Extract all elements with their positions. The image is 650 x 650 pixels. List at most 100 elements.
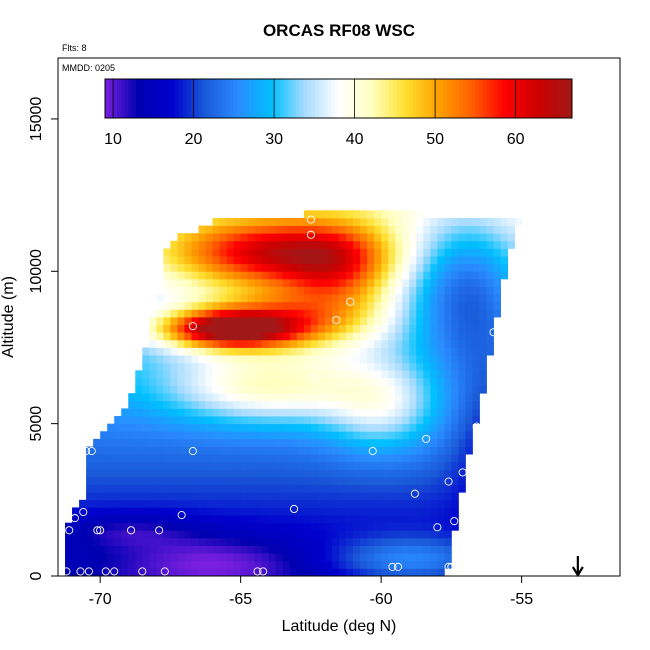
field-cell [423, 240, 431, 249]
field-cell [339, 263, 347, 272]
field-cell [346, 339, 354, 348]
field-cell [402, 416, 410, 425]
field-cell [282, 377, 291, 386]
field-cell [310, 507, 319, 516]
colorbar-swatch [295, 79, 300, 118]
field-cell [430, 370, 438, 379]
field-cell [486, 248, 494, 257]
field-cell [177, 408, 185, 417]
field-cell [282, 301, 291, 310]
colorbar-swatch [536, 79, 542, 118]
field-cell [156, 545, 164, 554]
field-cell [177, 332, 185, 341]
field-cell [303, 324, 312, 333]
field-cell [282, 393, 291, 402]
field-cell [437, 309, 445, 318]
field-cell [289, 301, 298, 310]
field-cell [268, 324, 277, 333]
field-cell [303, 332, 312, 341]
field-cell [317, 530, 326, 539]
observation-point [84, 567, 93, 576]
field-cell [163, 438, 171, 447]
colorbar-swatch [540, 79, 546, 118]
field-cell [170, 240, 178, 249]
field-cell [374, 492, 382, 501]
field-cell [451, 454, 459, 463]
field-cell [282, 385, 291, 394]
field-cell [409, 476, 417, 485]
colorbar-swatch [361, 79, 367, 118]
field-cell [324, 377, 333, 386]
field-cell [324, 515, 333, 524]
field-cell [219, 522, 227, 531]
field-cell [114, 553, 122, 562]
field-cell [184, 492, 192, 501]
field-cell [317, 370, 326, 379]
field-cell [416, 530, 424, 539]
field-cell [107, 553, 115, 562]
field-cell [261, 370, 270, 379]
field-cell [360, 225, 368, 234]
field-cell [331, 454, 340, 463]
observation-point [309, 373, 318, 382]
field-cell [296, 454, 305, 463]
field-cell [177, 553, 185, 562]
field-cell [275, 217, 284, 226]
field-cell [458, 484, 466, 493]
field-cell [409, 385, 417, 394]
field-cell [296, 408, 305, 417]
field-cell [107, 545, 115, 554]
field-cell [353, 484, 361, 493]
field-cell [163, 530, 171, 539]
field-cell [191, 515, 199, 524]
field-cell [317, 416, 326, 425]
field-cell [212, 446, 220, 455]
field-cell [437, 469, 445, 478]
field-cell [247, 568, 256, 577]
field-cell [149, 438, 157, 447]
field-cell [296, 317, 305, 326]
field-cell [374, 393, 382, 402]
field-cell [458, 370, 466, 379]
colorbar-swatch [548, 79, 553, 118]
field-cell [423, 271, 431, 280]
field-cell [381, 324, 389, 333]
field-cell [324, 301, 333, 310]
field-cell [367, 309, 375, 318]
field-cell [324, 423, 333, 432]
field-cell [374, 560, 382, 569]
field-cell [247, 309, 256, 318]
field-cell [156, 507, 164, 516]
field-cell [191, 377, 199, 386]
field-cell [381, 286, 389, 295]
field-cell [472, 271, 480, 280]
field-cell [458, 263, 466, 272]
field-cell [310, 560, 319, 569]
field-cell [170, 362, 178, 371]
field-cell [289, 560, 298, 569]
field-cell [219, 271, 227, 280]
field-cell [317, 301, 326, 310]
field-cell [486, 309, 494, 318]
field-cell [303, 522, 312, 531]
field-cell [163, 553, 171, 562]
field-cell [402, 545, 410, 554]
field-cell [324, 476, 333, 485]
field-cell [374, 347, 382, 356]
field-cell [430, 362, 438, 371]
field-cell [198, 301, 206, 310]
field-cell [303, 271, 312, 280]
field-cell [275, 271, 284, 280]
field-cell [205, 400, 213, 409]
field-cell [184, 355, 192, 364]
observation-point [160, 567, 169, 576]
field-cell [395, 210, 403, 219]
field-cell [465, 225, 473, 234]
field-cell [317, 248, 326, 257]
field-cell [268, 355, 277, 364]
field-cell [317, 377, 326, 386]
field-cell [205, 385, 213, 394]
colorbar-swatch [451, 79, 456, 118]
field-cell [254, 271, 263, 280]
field-cell [240, 256, 249, 265]
